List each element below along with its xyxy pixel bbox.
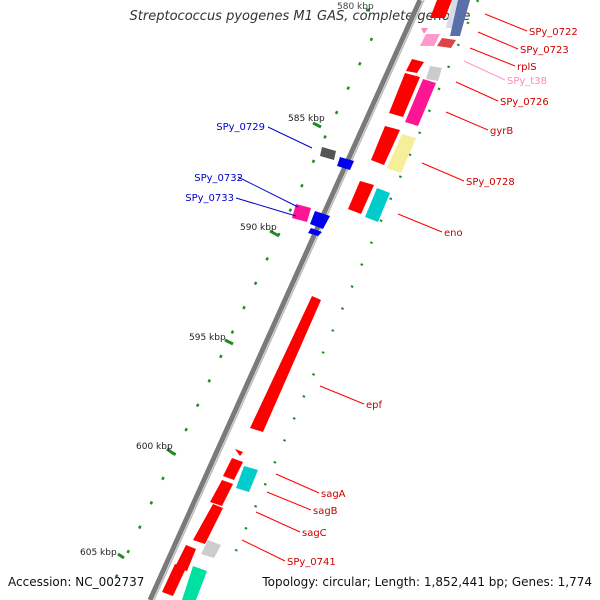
gene-label-spy0726[interactable]: SPy_0726 [500,97,549,108]
cds-arrow[interactable] [450,0,470,36]
gene-label-spy0729[interactable]: SPy_0729 [216,122,265,133]
leader-line [241,539,286,562]
leader-line [237,176,299,208]
tick-mark [166,447,175,456]
cds-arrow[interactable] [210,480,233,506]
cds-arrow[interactable] [310,211,330,229]
cds-arrow[interactable] [292,204,311,222]
cds-arrow[interactable] [426,66,442,81]
cds-arrow[interactable] [406,59,424,73]
tick-mark [269,229,280,238]
gene-label-spy0741[interactable]: SPy_0741 [287,557,336,568]
leader-line [275,473,320,494]
cds-arrow[interactable] [250,296,321,432]
gene-label-spy0732[interactable]: SPy_0732 [194,173,243,184]
gene-label-spyt38[interactable]: SPy_t38 [507,76,547,87]
cds-arrow[interactable] [236,466,258,492]
cds-arrow[interactable] [308,228,322,236]
leader-line [266,491,312,511]
cds-arrow[interactable] [162,564,186,596]
leader-line [469,47,516,67]
cds-arrow[interactable] [371,126,400,165]
leader-line [255,511,301,533]
gene-label-spy0723[interactable]: SPy_0723 [520,45,569,56]
cds-arrow[interactable] [405,79,436,126]
cds-arrow[interactable] [437,38,456,48]
gene-label-saga[interactable]: sagA [321,489,346,500]
gene-label-spy0728[interactable]: SPy_0728 [466,177,515,188]
leader-line [319,385,365,405]
gene-label-eno[interactable]: eno [444,228,463,239]
cds-arrow[interactable] [365,188,390,222]
cds-arrow[interactable] [337,157,354,170]
map-title: Streptococcus pyogenes M1 GAS, complete … [129,9,471,24]
tick-label: 600 kbp [136,442,173,452]
cds-arrow[interactable] [182,566,207,600]
cds-arrow[interactable] [320,147,336,160]
gene-label-spy0722[interactable]: SPy_0722 [529,27,578,38]
cds-arrow[interactable] [175,545,196,571]
leader-line [484,13,528,32]
tick-marks [117,8,370,560]
tick-label: 585 kbp [288,114,325,124]
gene-label-epf[interactable]: epf [366,400,383,411]
genome-backbone-shadow [153,0,425,600]
accession-label: Accession: NC_002737 [8,575,145,589]
trna-arrow[interactable] [421,28,428,34]
tick-label: 590 kbp [240,223,277,233]
cds-arrow[interactable] [193,504,223,544]
cds-arrow[interactable] [430,0,452,18]
cds-arrow[interactable] [235,449,243,456]
leader-line [421,162,465,182]
tick-label: 595 kbp [189,333,226,343]
genome-summary: Topology: circular; Length: 1,852,441 bp… [262,575,592,589]
leader-line [445,111,489,131]
leader-line [463,60,506,81]
gene-label-sagb[interactable]: sagB [313,506,338,517]
inner-dot-track [230,0,480,561]
cds-arrow[interactable] [348,181,374,214]
tick-mark [224,338,234,346]
forward-features [162,0,470,600]
leader-line [477,31,519,50]
reverse-features [292,147,354,236]
gene-label-gyrb[interactable]: gyrB [490,126,513,137]
cds-arrow[interactable] [389,73,420,117]
gene-label-sagc[interactable]: sagC [302,528,327,539]
leader-line [267,126,313,149]
tick-label: 605 kbp [80,548,117,558]
leader-line [235,197,297,217]
cds-arrow[interactable] [223,458,243,480]
leader-line [397,213,443,233]
cds-arrow[interactable] [387,134,416,173]
tick-mark [312,121,322,129]
cds-arrow[interactable] [420,34,440,46]
tick-mark [117,552,125,560]
gene-label-rpls[interactable]: rplS [517,62,537,73]
tick-label: 580 kbp [337,2,374,12]
leader-line [455,81,499,102]
gene-label-spy0733[interactable]: SPy_0733 [185,193,234,204]
cds-arrow[interactable] [201,540,221,558]
label-leaders [235,13,528,562]
genome-backbone [147,0,423,600]
